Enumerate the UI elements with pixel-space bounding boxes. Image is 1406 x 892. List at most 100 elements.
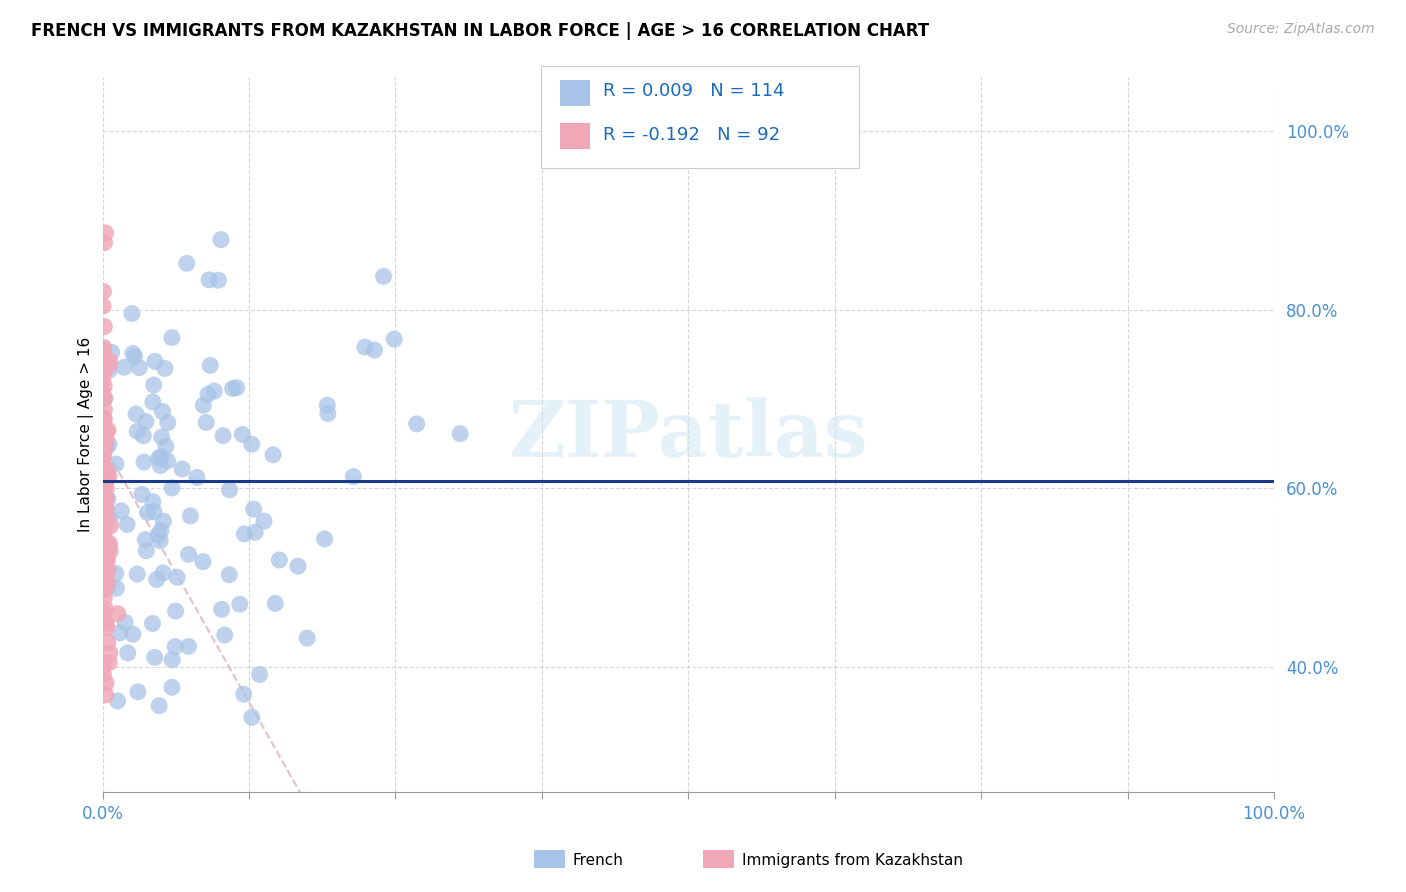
- Point: [94, 491, 117, 505]
- Point: [93, 402, 115, 417]
- Point: [172, 462, 194, 476]
- Point: [97, 469, 120, 483]
- Point: [97, 580, 120, 594]
- Text: French: French: [572, 853, 623, 868]
- Point: [91, 463, 114, 477]
- Point: [98, 363, 121, 377]
- Point: [166, 570, 188, 584]
- Point: [98, 538, 121, 552]
- Point: [405, 417, 427, 431]
- Point: [179, 508, 201, 523]
- Point: [93, 445, 115, 459]
- Point: [153, 361, 176, 376]
- Point: [124, 350, 146, 364]
- Point: [91, 543, 114, 558]
- Point: [242, 502, 264, 516]
- Point: [94, 522, 117, 536]
- Point: [94, 581, 117, 595]
- Point: [229, 597, 252, 611]
- Point: [96, 616, 118, 631]
- Point: [112, 360, 135, 375]
- Point: [186, 470, 208, 484]
- Text: Immigrants from Kazakhstan: Immigrants from Kazakhstan: [742, 853, 963, 868]
- Point: [91, 430, 114, 444]
- Point: [96, 473, 118, 487]
- Point: [148, 450, 170, 465]
- Text: R = -0.192   N = 92: R = -0.192 N = 92: [603, 126, 780, 144]
- Point: [94, 602, 117, 616]
- Point: [93, 341, 115, 355]
- Point: [152, 566, 174, 580]
- Point: [200, 359, 222, 373]
- Point: [91, 427, 114, 442]
- Point: [195, 416, 218, 430]
- Point: [295, 631, 318, 645]
- Point: [221, 382, 243, 396]
- Point: [135, 543, 157, 558]
- Point: [149, 533, 172, 548]
- Point: [382, 332, 405, 346]
- Point: [249, 667, 271, 681]
- Point: [143, 354, 166, 368]
- Point: [91, 524, 114, 538]
- Point: [342, 469, 364, 483]
- Point: [142, 494, 165, 508]
- Point: [96, 510, 118, 524]
- Point: [94, 391, 117, 405]
- Point: [141, 616, 163, 631]
- Point: [98, 437, 121, 451]
- Point: [93, 442, 115, 456]
- Point: [91, 510, 114, 524]
- Point: [107, 694, 129, 708]
- Point: [91, 456, 114, 470]
- Point: [231, 427, 253, 442]
- Point: [93, 591, 115, 605]
- Point: [197, 387, 219, 401]
- Point: [96, 465, 118, 479]
- Point: [97, 359, 120, 373]
- Point: [232, 687, 254, 701]
- Point: [143, 650, 166, 665]
- Point: [94, 500, 117, 515]
- Point: [98, 353, 121, 368]
- Point: [240, 437, 263, 451]
- Text: Source: ZipAtlas.com: Source: ZipAtlas.com: [1227, 22, 1375, 37]
- Point: [143, 505, 166, 519]
- Point: [207, 273, 229, 287]
- Point: [93, 558, 115, 573]
- Point: [373, 269, 395, 284]
- Point: [96, 621, 118, 635]
- Point: [93, 235, 115, 250]
- Point: [93, 562, 115, 576]
- Point: [316, 407, 339, 421]
- Point: [93, 391, 115, 405]
- Point: [96, 548, 118, 562]
- Point: [93, 411, 115, 425]
- Point: [177, 547, 200, 561]
- Point: [198, 273, 221, 287]
- Point: [94, 226, 117, 240]
- Point: [91, 656, 114, 670]
- Point: [91, 494, 114, 508]
- Point: [93, 526, 115, 541]
- Point: [91, 299, 114, 313]
- Point: [233, 527, 256, 541]
- Point: [100, 519, 122, 533]
- Point: [91, 615, 114, 630]
- Point: [94, 581, 117, 595]
- Point: [96, 434, 118, 448]
- Point: [94, 491, 117, 505]
- Point: [93, 364, 115, 378]
- Point: [142, 378, 165, 392]
- Point: [209, 233, 232, 247]
- Point: [96, 482, 118, 496]
- Point: [93, 412, 115, 426]
- Point: [122, 346, 145, 360]
- Point: [131, 487, 153, 501]
- Point: [100, 345, 122, 359]
- Point: [152, 404, 174, 418]
- Point: [94, 462, 117, 476]
- Point: [98, 536, 121, 550]
- Point: [176, 256, 198, 270]
- Point: [105, 581, 128, 595]
